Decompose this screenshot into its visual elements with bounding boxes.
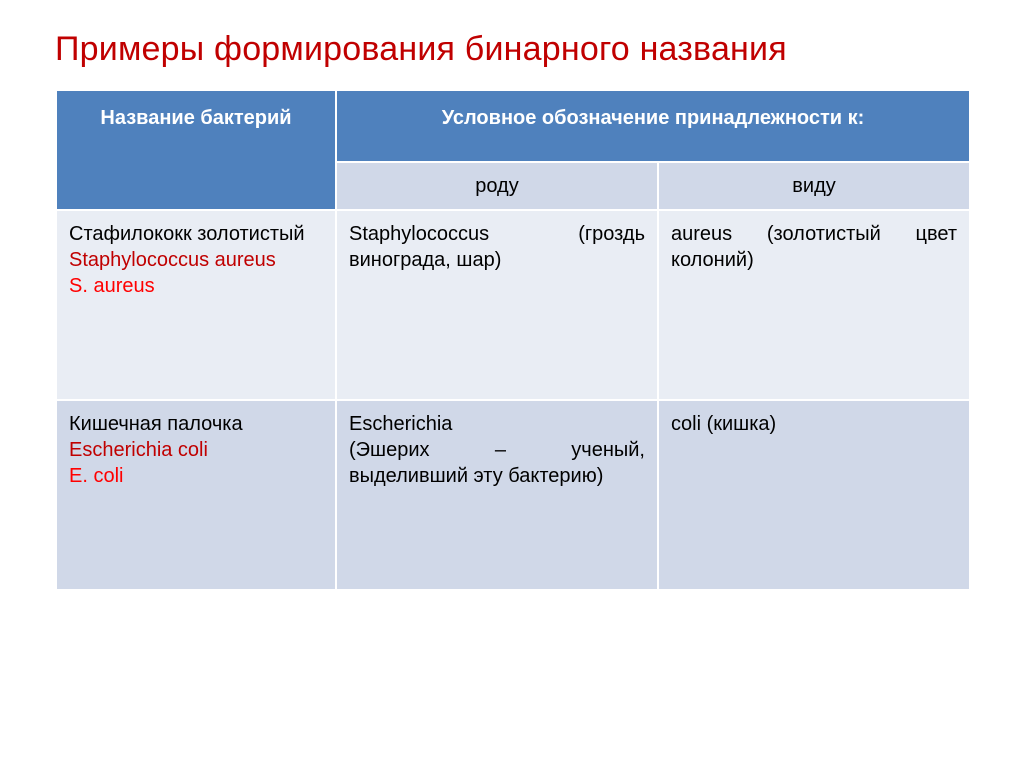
header-designation: Условное обозначение принадлежности к: — [336, 90, 970, 162]
slide: Примеры формирования бинарного названия … — [0, 0, 1024, 767]
cell-species: coli (кишка) — [658, 400, 970, 590]
table-row: Стафилококк золотистый Staphylococcus au… — [56, 210, 970, 400]
cell-name: Стафилококк золотистый Staphylococcus au… — [56, 210, 336, 400]
latin-short: E. coli — [69, 465, 123, 487]
cell-name: Кишечная палочка Escherichia coli E. col… — [56, 400, 336, 590]
latin-short: S. aureus — [69, 275, 155, 297]
ru-name: Кишечная палочка — [69, 413, 243, 435]
subheader-species: виду — [658, 162, 970, 210]
table-row: Кишечная палочка Escherichia coli E. col… — [56, 400, 970, 590]
genus-line1: Escherichia — [349, 413, 452, 435]
latin-full: Staphylococcus aureus — [69, 249, 276, 271]
ru-name: Стафилококк золотистый — [69, 223, 305, 245]
cell-genus: Staphylococcus (гроздь винограда, шар) — [336, 210, 658, 400]
slide-title: Примеры формирования бинарного названия — [55, 30, 969, 69]
header-row-1: Название бактерий Условное обозначение п… — [56, 90, 970, 162]
cell-species: aureus (золотистый цвет колоний) — [658, 210, 970, 400]
genus-line2: (Эшерих – ученый, выделивший эту бактери… — [349, 439, 645, 487]
cell-genus: Escherichia (Эшерих – ученый, выделивший… — [336, 400, 658, 590]
header-bacteria-name: Название бактерий — [56, 90, 336, 210]
latin-full: Escherichia coli — [69, 439, 208, 461]
binomial-table: Название бактерий Условное обозначение п… — [55, 89, 971, 591]
subheader-genus: роду — [336, 162, 658, 210]
